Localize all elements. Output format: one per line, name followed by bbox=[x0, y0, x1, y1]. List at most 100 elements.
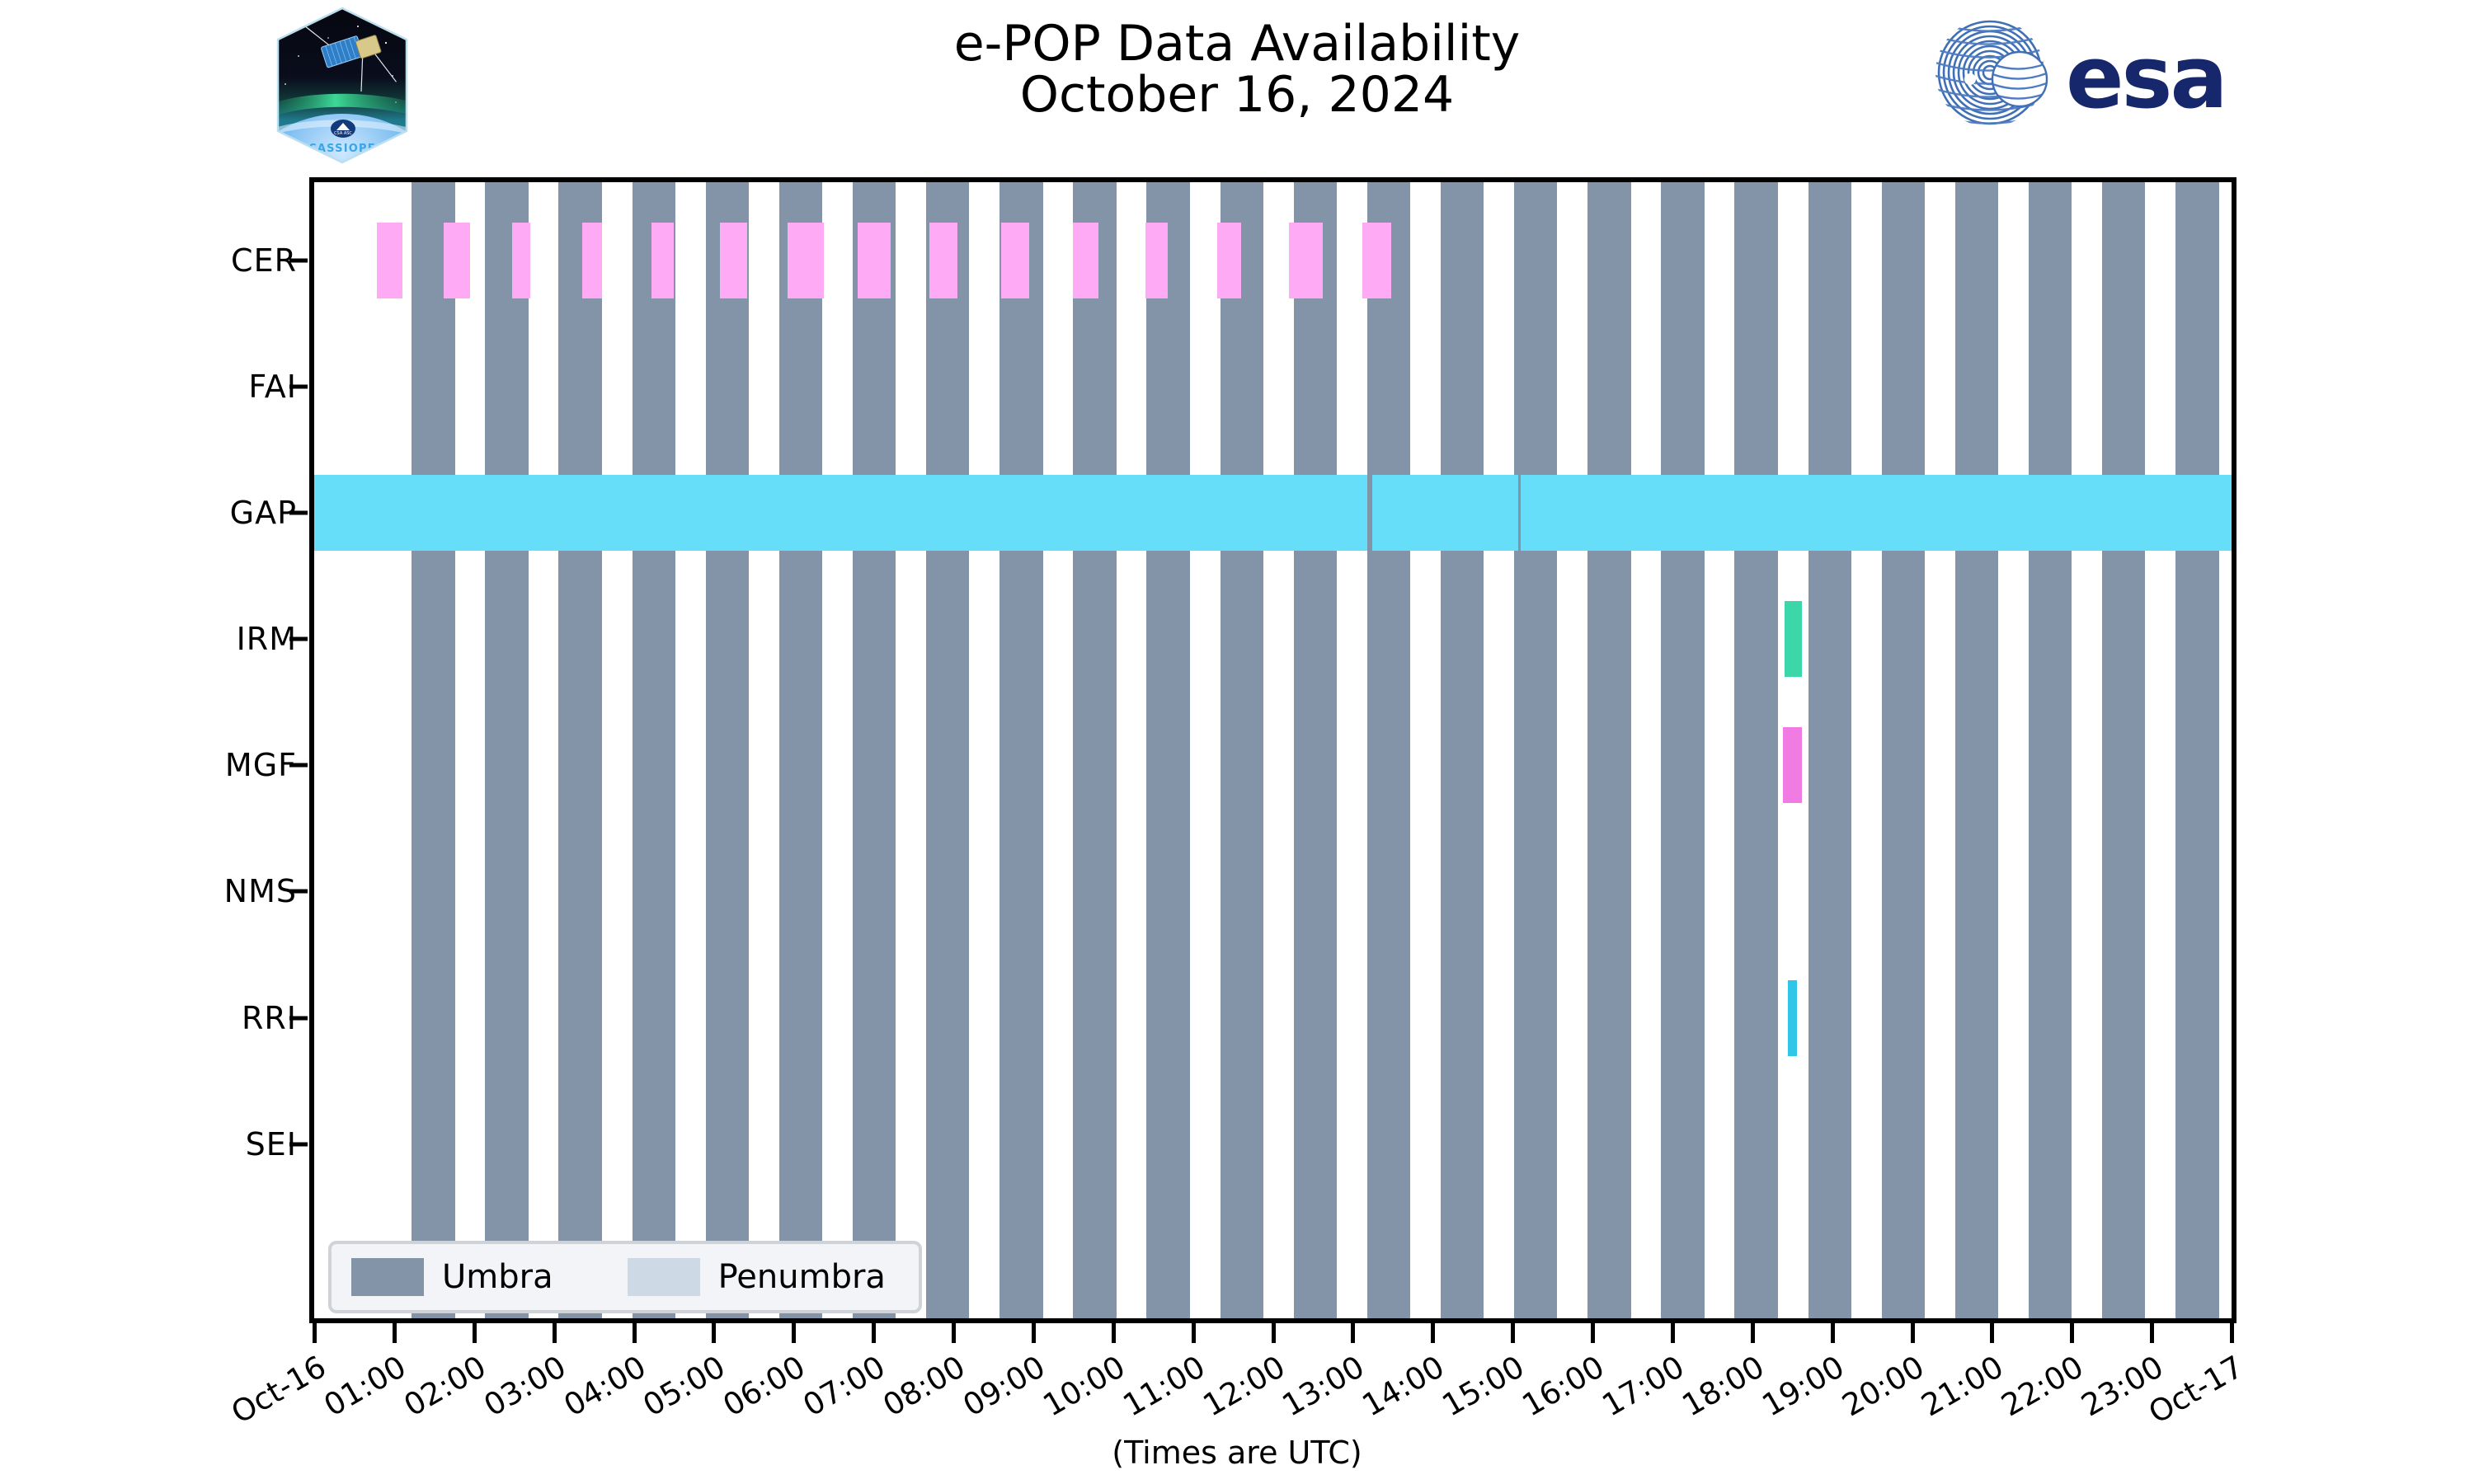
plot-inner bbox=[314, 182, 2232, 1318]
x-axis-tick-12 bbox=[1271, 1323, 1276, 1343]
data-bar-cer bbox=[376, 222, 402, 298]
data-bar-cer bbox=[651, 222, 674, 298]
x-axis-tick-4 bbox=[632, 1323, 637, 1343]
x-axis-tick-6 bbox=[792, 1323, 797, 1343]
page-header: CSA ASC CASSIOPE e-POP Data Availability… bbox=[0, 0, 2474, 177]
x-axis-tick-20 bbox=[1910, 1323, 1915, 1343]
x-axis-tick-10 bbox=[1111, 1323, 1116, 1343]
umbra-band bbox=[1514, 182, 1558, 1318]
title-line-2: October 16, 2024 bbox=[1019, 66, 1455, 124]
availability-chart-plot-area bbox=[309, 177, 2236, 1323]
umbra-band bbox=[412, 182, 455, 1318]
x-axis-tick-11 bbox=[1191, 1323, 1196, 1343]
x-axis-tick-16 bbox=[1591, 1323, 1595, 1343]
y-axis-label-nms: NMS bbox=[223, 873, 297, 910]
page-title: e-POP Data Availability October 16, 2024 bbox=[577, 18, 1897, 120]
y-axis-tick-irm bbox=[289, 636, 308, 641]
umbra-band bbox=[1146, 182, 1190, 1318]
umbra-swatch bbox=[351, 1258, 424, 1296]
umbra-band bbox=[1954, 182, 1999, 1318]
cassiope-logo-wordmark: CASSIOPE bbox=[308, 143, 376, 155]
svg-text:CSA ASC: CSA ASC bbox=[334, 131, 352, 136]
data-bar-cer bbox=[1001, 222, 1030, 298]
y-axis-label-sei: SEI bbox=[245, 1125, 297, 1162]
data-bar-cer bbox=[1362, 222, 1391, 298]
umbra-band bbox=[1440, 182, 1484, 1318]
data-bar-cer bbox=[512, 222, 530, 298]
umbra-band bbox=[1293, 182, 1337, 1318]
data-bar-cer bbox=[720, 222, 748, 298]
umbra-band bbox=[1220, 182, 1263, 1318]
y-axis-tick-gap bbox=[289, 510, 308, 515]
x-axis-tick-24 bbox=[2230, 1323, 2234, 1343]
umbra-band bbox=[2028, 182, 2072, 1318]
umbra-band bbox=[1073, 182, 1117, 1318]
y-axis-tick-rri bbox=[289, 1016, 308, 1021]
data-bar-cer bbox=[857, 222, 891, 298]
x-axis-tick-0 bbox=[313, 1323, 317, 1343]
data-bar-rri bbox=[1788, 979, 1797, 1056]
x-axis-tick-3 bbox=[552, 1323, 557, 1343]
legend-label-umbra: Umbra bbox=[442, 1258, 553, 1296]
y-axis-label-irm: IRM bbox=[236, 621, 297, 658]
data-bar-irm bbox=[1784, 601, 1802, 678]
x-axis-tick-2 bbox=[472, 1323, 477, 1343]
umbra-band bbox=[1587, 182, 1631, 1318]
umbra-band bbox=[1661, 182, 1705, 1318]
x-axis-caption: (Times are UTC) bbox=[1112, 1435, 1362, 1471]
y-axis-label-rri: RRI bbox=[241, 999, 297, 1036]
umbra-band bbox=[1881, 182, 1925, 1318]
umbra-band bbox=[2175, 182, 2219, 1318]
x-axis-tick-5 bbox=[712, 1323, 717, 1343]
y-axis-tick-mgf bbox=[289, 763, 308, 768]
esa-wordmark: esa bbox=[2066, 27, 2226, 128]
x-axis-tick-1 bbox=[392, 1323, 397, 1343]
umbra-band bbox=[852, 182, 896, 1318]
data-bar-cer bbox=[443, 222, 470, 298]
data-bar-gap bbox=[314, 475, 1367, 552]
y-axis-label-mgf: MGF bbox=[224, 747, 297, 784]
y-axis-tick-nms bbox=[289, 889, 308, 894]
y-axis-tick-fai bbox=[289, 384, 308, 389]
data-bar-cer bbox=[787, 222, 825, 298]
umbra-band bbox=[1734, 182, 1778, 1318]
y-axis-tick-cer bbox=[289, 258, 308, 263]
umbra-band bbox=[1366, 182, 1411, 1318]
cassiope-logo-icon: CSA ASC CASSIOPE bbox=[272, 5, 412, 166]
x-axis-tick-17 bbox=[1670, 1323, 1675, 1343]
y-axis-label-cer: CER bbox=[231, 242, 297, 279]
umbra-band bbox=[485, 182, 529, 1318]
x-axis-tick-7 bbox=[872, 1323, 877, 1343]
data-bar-cer bbox=[1073, 222, 1099, 298]
data-bar-cer bbox=[1288, 222, 1323, 298]
x-axis-tick-13 bbox=[1351, 1323, 1356, 1343]
x-axis-tick-18 bbox=[1750, 1323, 1755, 1343]
data-bar-cer bbox=[929, 222, 957, 298]
umbra-band bbox=[632, 182, 675, 1318]
legend-item-penumbra: Penumbra bbox=[627, 1258, 886, 1296]
penumbra-swatch bbox=[627, 1258, 700, 1296]
y-axis-tick-sei bbox=[289, 1142, 308, 1147]
data-bar-cer bbox=[581, 222, 602, 298]
data-bar-cer bbox=[1216, 222, 1241, 298]
umbra-band bbox=[999, 182, 1043, 1318]
legend-label-penumbra: Penumbra bbox=[717, 1258, 886, 1296]
umbra-band bbox=[778, 182, 823, 1318]
x-axis-tick-21 bbox=[1990, 1323, 1995, 1343]
data-bar-cer bbox=[1145, 222, 1168, 298]
y-axis-label-gap: GAP bbox=[229, 495, 297, 532]
x-axis-tick-19 bbox=[1830, 1323, 1835, 1343]
data-bar-mgf bbox=[1782, 727, 1802, 804]
legend-item-umbra: Umbra bbox=[351, 1258, 553, 1296]
data-bar-gap bbox=[1371, 475, 1518, 552]
umbra-band bbox=[705, 182, 749, 1318]
y-axis-label-fai: FAI bbox=[248, 369, 297, 406]
umbra-band bbox=[926, 182, 970, 1318]
x-axis-tick-22 bbox=[2070, 1323, 2075, 1343]
x-axis-tick-14 bbox=[1431, 1323, 1436, 1343]
x-axis-tick-23 bbox=[2150, 1323, 2155, 1343]
x-axis-tick-8 bbox=[952, 1323, 956, 1343]
chart-legend: Umbra Penumbra bbox=[328, 1241, 922, 1313]
esa-logo-icon: esa bbox=[1934, 15, 2297, 130]
x-axis-tick-15 bbox=[1511, 1323, 1516, 1343]
